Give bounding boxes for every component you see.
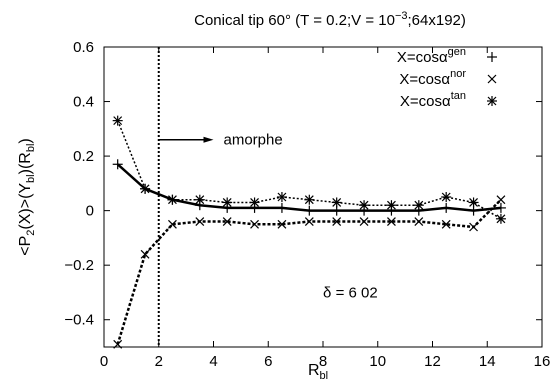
legend-markers	[487, 52, 497, 106]
y-tick-label: 0.2	[73, 148, 94, 165]
y-axis-ticks: 0.6 0.4 0.2 0 −0.2 −0.4	[64, 39, 542, 329]
data-point-nor	[332, 217, 342, 226]
legend-marker-gen	[487, 52, 497, 62]
x-tick-label: 8	[319, 353, 327, 370]
data-point-nor	[469, 222, 478, 232]
x-tick-label: 2	[155, 353, 163, 370]
x-axis-label: Rbl	[308, 362, 328, 382]
data-point-nor	[496, 195, 506, 205]
legend-entry-gen-label: X=cosαgen	[397, 46, 466, 66]
x-tick-label: 12	[424, 353, 441, 370]
data-point-nor	[168, 219, 177, 229]
data-point-tan	[222, 197, 233, 208]
data-point-tan	[249, 197, 260, 208]
data-point-gen	[112, 159, 123, 170]
data-point-nor	[359, 217, 369, 226]
data-point-tan	[167, 194, 178, 205]
data-point-tan	[194, 194, 205, 205]
data-point-nor	[113, 339, 123, 349]
data-point-nor	[414, 217, 424, 226]
data-point-tan	[468, 197, 479, 208]
data-point-tan	[276, 192, 287, 202]
x-tick-label: 4	[209, 353, 217, 370]
data-point-nor	[441, 219, 451, 229]
data-point-gen	[276, 202, 287, 213]
data-point-tan	[304, 194, 315, 205]
legend: X=cosαgen X=cosαnor X=cosαtan	[397, 46, 497, 110]
data-point-nor	[277, 219, 287, 229]
data-point-tan	[140, 183, 151, 194]
delta-annotation: δ = 6 02	[323, 284, 378, 301]
data-point-nor	[195, 217, 205, 226]
amorphe-arrow-head	[203, 136, 214, 143]
x-tick-label: 16	[534, 353, 551, 370]
data-point-gen	[441, 202, 452, 213]
y-tick-label: 0.4	[73, 94, 94, 111]
data-point-nor	[304, 217, 314, 226]
data-point-gen	[304, 205, 315, 216]
data-point-tan	[495, 213, 506, 224]
data-point-tan	[386, 200, 397, 211]
x-tick-label: 6	[264, 353, 272, 370]
legend-entry-nor-label: X=cosαnor	[399, 68, 466, 88]
x-tick-label: 0	[100, 353, 108, 370]
legend-marker-tan	[487, 96, 497, 106]
x-tick-label: 10	[369, 353, 386, 370]
chart-title: Conical tip 60° (T = 0.2;V = 10−3;64x192…	[194, 10, 466, 29]
x-tick-label: 14	[479, 353, 496, 370]
data-point-tan	[331, 197, 342, 208]
y-tick-label: −0.4	[64, 312, 94, 329]
amorphe-label: amorphe	[224, 132, 283, 149]
legend-marker-nor	[487, 74, 497, 84]
data-point-gen	[495, 202, 506, 213]
data-point-nor	[222, 217, 232, 226]
data-point-tan	[413, 200, 424, 211]
data-point-tan	[359, 200, 370, 211]
data-point-tan	[441, 192, 452, 202]
y-tick-label: 0.6	[73, 39, 94, 56]
y-axis-label: <P2(X)>(Ybl)(Rbl)	[17, 138, 37, 255]
data-point-nor	[250, 219, 259, 229]
data-point-nor	[140, 249, 150, 259]
x-axis-ticks: 0 2 4 6 8 10 12 14 16	[100, 47, 551, 370]
data-point-tan	[112, 115, 123, 126]
series-layer	[112, 115, 506, 349]
data-point-nor	[387, 217, 396, 226]
y-tick-label: 0	[86, 203, 94, 220]
y-tick-label: −0.2	[64, 257, 94, 274]
legend-entry-tan-label: X=cosαtan	[400, 90, 466, 110]
